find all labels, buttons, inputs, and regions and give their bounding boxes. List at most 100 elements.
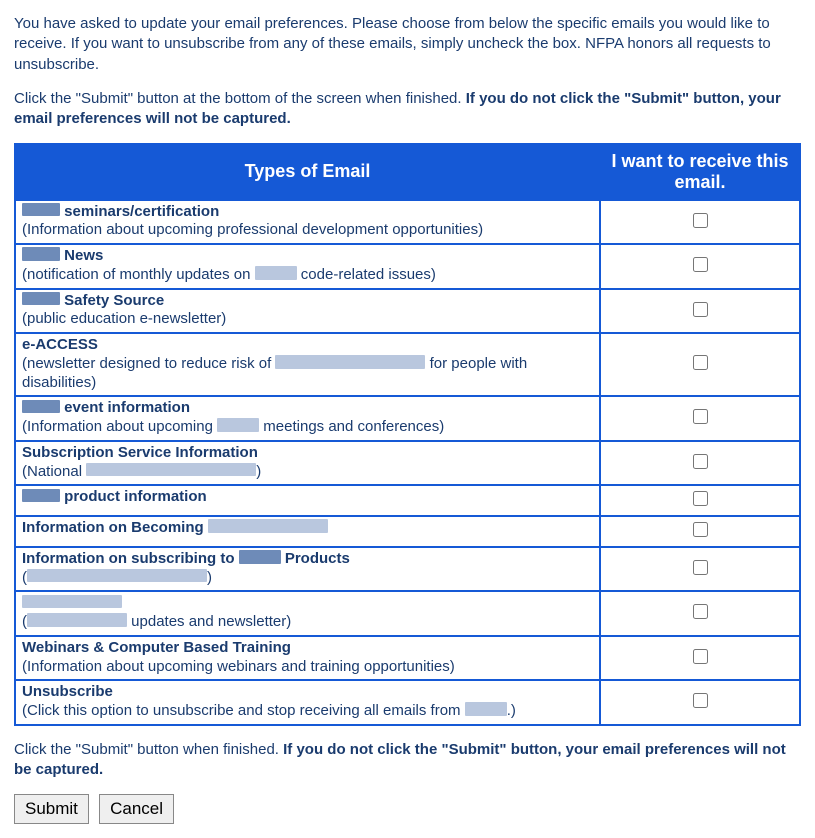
desc-text: (notification of monthly updates on [22, 266, 255, 283]
email-type-cell: ( updates and newsletter) [15, 591, 600, 636]
intro-paragraph-1: You have asked to update your email pref… [14, 14, 801, 75]
table-row: Webinars & Computer Based Training(Infor… [15, 636, 800, 681]
redacted-text [22, 292, 60, 306]
redacted-text [22, 203, 60, 217]
email-type-title [22, 594, 593, 613]
desc-text: (Information about upcoming [22, 418, 217, 435]
desc-text: .) [507, 702, 516, 719]
intro-text: You have asked to update your email pref… [14, 14, 801, 129]
checkbox-cell [600, 333, 800, 396]
email-type-title: event information [22, 399, 593, 418]
email-type-title: News [22, 247, 593, 266]
redacted-text [22, 247, 60, 261]
redacted-text [208, 519, 328, 533]
title-text: Subscription Service Information [22, 444, 258, 461]
receive-email-checkbox[interactable] [693, 604, 708, 619]
column-header-receive: I want to receive this email. [600, 144, 800, 199]
redacted-text [239, 550, 281, 564]
table-row: e-ACCESS (newsletter designed to reduce r… [15, 333, 800, 396]
email-type-cell: Webinars & Computer Based Training(Infor… [15, 636, 600, 681]
table-row: Unsubscribe(Click this option to unsubsc… [15, 680, 800, 725]
email-type-description: (Information about upcoming meetings and… [22, 418, 593, 437]
checkbox-cell [600, 636, 800, 681]
table-row: event information(Information about upco… [15, 396, 800, 441]
receive-email-checkbox[interactable] [693, 302, 708, 317]
redacted-text [22, 595, 122, 609]
receive-email-checkbox[interactable] [693, 213, 708, 228]
redacted-text [22, 489, 60, 503]
title-text: Products [281, 550, 350, 567]
email-type-title: e-ACCESS [22, 336, 593, 355]
desc-text: (National [22, 463, 86, 480]
table-row: product information [15, 485, 800, 516]
checkbox-cell [600, 396, 800, 441]
title-text: Information on subscribing to [22, 550, 239, 567]
receive-email-checkbox[interactable] [693, 560, 708, 575]
desc-text: updates and newsletter) [127, 613, 291, 630]
footer-note: Click the "Submit" button when finished.… [14, 740, 801, 781]
desc-text: (newsletter designed to reduce risk of [22, 355, 275, 372]
email-type-cell: seminars/certification(Information about… [15, 200, 600, 245]
checkbox-cell [600, 680, 800, 725]
table-row: News(notification of monthly updates on … [15, 244, 800, 289]
email-type-cell: event information(Information about upco… [15, 396, 600, 441]
title-text: seminars/certification [60, 203, 219, 220]
title-text: Information on Becoming [22, 519, 208, 536]
email-type-cell: Safety Source(public education e-newslet… [15, 289, 600, 334]
receive-email-checkbox[interactable] [693, 649, 708, 664]
email-type-cell: News(notification of monthly updates on … [15, 244, 600, 289]
table-row: Safety Source(public education e-newslet… [15, 289, 800, 334]
email-type-title: Information on subscribing to Products [22, 550, 593, 569]
email-type-description: (newsletter designed to reduce risk of f… [22, 355, 593, 393]
receive-email-checkbox[interactable] [693, 522, 708, 537]
submit-button[interactable]: Submit [14, 794, 89, 824]
redacted-text [27, 613, 127, 627]
email-type-title: Unsubscribe [22, 683, 593, 702]
email-type-cell: Information on subscribing to Products() [15, 547, 600, 592]
title-text: e-ACCESS [22, 336, 98, 353]
checkbox-cell [600, 200, 800, 245]
email-type-description: (notification of monthly updates on code… [22, 266, 593, 285]
table-row: seminars/certification(Information about… [15, 200, 800, 245]
email-type-description: ( updates and newsletter) [22, 613, 593, 632]
title-text: Webinars & Computer Based Training [22, 639, 291, 656]
redacted-text [27, 569, 207, 583]
email-type-cell: e-ACCESS (newsletter designed to reduce r… [15, 333, 600, 396]
email-type-title: Subscription Service Information [22, 444, 593, 463]
receive-email-checkbox[interactable] [693, 693, 708, 708]
email-type-description: (Information about upcoming professional… [22, 221, 593, 240]
receive-email-checkbox[interactable] [693, 454, 708, 469]
receive-email-checkbox[interactable] [693, 491, 708, 506]
receive-email-checkbox[interactable] [693, 409, 708, 424]
desc-text: (Click this option to unsubscribe and st… [22, 702, 465, 719]
title-text: Safety Source [60, 292, 164, 309]
checkbox-cell [600, 441, 800, 486]
receive-email-checkbox[interactable] [693, 257, 708, 272]
desc-text: ) [256, 463, 261, 480]
redacted-text [275, 355, 425, 369]
checkbox-cell [600, 289, 800, 334]
title-text: product information [60, 488, 207, 505]
email-type-cell: Information on Becoming [15, 516, 600, 547]
cancel-button[interactable]: Cancel [99, 794, 174, 824]
receive-email-checkbox[interactable] [693, 355, 708, 370]
redacted-text [217, 418, 259, 432]
footer-a: Click the "Submit" button when finished. [14, 741, 283, 758]
desc-text: code-related issues) [297, 266, 436, 283]
redacted-text [22, 400, 60, 414]
checkbox-cell [600, 244, 800, 289]
email-type-title: Information on Becoming [22, 519, 593, 538]
email-type-description: (Click this option to unsubscribe and st… [22, 702, 593, 721]
redacted-text [465, 702, 507, 716]
desc-text: meetings and conferences) [259, 418, 444, 435]
email-preferences-table: Types of Email I want to receive this em… [14, 143, 801, 726]
email-type-description: () [22, 569, 593, 588]
intro-p2-a: Click the "Submit" button at the bottom … [14, 90, 466, 107]
checkbox-cell [600, 547, 800, 592]
button-row: Submit Cancel [14, 794, 801, 824]
email-type-title: Webinars & Computer Based Training [22, 639, 593, 658]
email-type-title: Safety Source [22, 292, 593, 311]
email-type-description: (National ) [22, 463, 593, 482]
column-header-types: Types of Email [15, 144, 600, 199]
email-type-cell: Subscription Service Information (Nationa… [15, 441, 600, 486]
